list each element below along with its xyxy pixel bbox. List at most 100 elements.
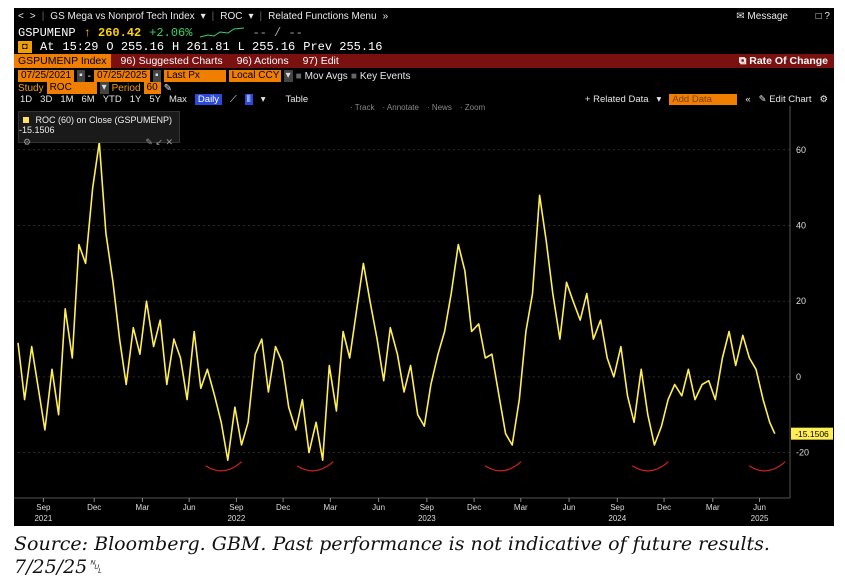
study-select[interactable]: ROC xyxy=(46,82,97,94)
edit-chart-label: Edit Chart xyxy=(769,94,812,105)
checkbox-icon[interactable]: ■ xyxy=(350,70,357,82)
back-arrow-icon[interactable]: < xyxy=(18,11,24,22)
dropdown-icon[interactable]: ▾ xyxy=(99,82,109,94)
period-max[interactable]: Max xyxy=(168,94,187,105)
toolbar-right: + Related Data ▾ Add Data « ✎ Edit Chart… xyxy=(585,94,828,105)
end-date-field[interactable]: 07/25/2025 xyxy=(93,70,151,82)
checkbox-icon[interactable]: ■ xyxy=(295,70,302,82)
related-functions-menu[interactable]: Related Functions Menu xyxy=(268,11,377,22)
x-tick-label: Sep xyxy=(420,503,435,512)
edit-menu[interactable]: 97) Edit xyxy=(302,55,339,67)
y-tick-label: 20 xyxy=(796,296,806,306)
rate-of-change-title[interactable]: ⧉ Rate Of Change xyxy=(738,54,828,67)
dropdown-icon[interactable]: ▾ xyxy=(260,94,266,105)
collapse-icon[interactable]: « xyxy=(745,94,751,105)
y-tick-label: 40 xyxy=(796,221,806,231)
annotate-tool[interactable]: · Annotate xyxy=(382,103,419,112)
dropdown-icon[interactable]: ▾ xyxy=(656,94,662,105)
x-year-label: 2021 xyxy=(34,514,52,523)
annotation-toolbar: · Track · Annotate · News · Zoom xyxy=(350,103,485,112)
legend-swatch xyxy=(23,117,29,123)
x-year-label: 2025 xyxy=(751,514,769,523)
time-value: 15:29 xyxy=(62,40,99,54)
x-tick-label: Jun xyxy=(372,503,385,512)
x-tick-label: Dec xyxy=(467,503,481,512)
chevron-down-icon[interactable]: ▾ xyxy=(248,11,254,22)
forward-arrow-icon[interactable]: > xyxy=(29,11,36,22)
table-tab[interactable]: Table xyxy=(285,94,309,105)
gear-icon[interactable]: ⚙ xyxy=(819,94,828,105)
last-value-badge xyxy=(791,427,833,440)
mov-avgs-toggle[interactable]: Mov Avgs xyxy=(304,70,348,82)
y-tick-label: 60 xyxy=(796,145,806,155)
nav-divider: | xyxy=(41,11,45,22)
study-options-row: Study ROC ▾ Period 60 ✎ xyxy=(14,81,834,95)
x-tick-label: Mar xyxy=(136,503,150,512)
function-toolbar: GSPUMENP Index 96) Suggested Charts 96) … xyxy=(14,54,834,68)
x-year-label: 2024 xyxy=(608,514,626,523)
pencil-icon[interactable]: ✎ xyxy=(163,82,173,94)
period-ytd[interactable]: YTD xyxy=(102,94,122,105)
bloomberg-terminal: < > | GS Mega vs Nonprof Tech Index ▾ | … xyxy=(14,8,834,526)
trough-annotation-arc xyxy=(748,461,786,472)
calendar-icon[interactable]: ▪ xyxy=(153,70,161,82)
x-tick-label: Dec xyxy=(87,503,101,512)
study-selector[interactable]: ROC xyxy=(220,11,243,22)
security-title[interactable]: GS Mega vs Nonprof Tech Index xyxy=(50,11,195,22)
calendar-icon[interactable]: ▪ xyxy=(77,70,85,82)
dropdown-icon[interactable]: ▾ xyxy=(283,70,293,82)
x-tick-label: Mar xyxy=(514,503,528,512)
period-1m[interactable]: 1M xyxy=(60,94,74,105)
period-1d[interactable]: 1D xyxy=(20,94,33,105)
period-1y[interactable]: 1Y xyxy=(129,94,142,105)
edit-chart-button[interactable]: ✎ Edit Chart xyxy=(758,94,812,105)
track-tool[interactable]: · Track xyxy=(350,103,375,112)
roc-line-chart[interactable]: 60 40 20 0 -20 Sep 2021 Dec Mar Jun Sep 2022 Dec Mar J… xyxy=(14,106,834,526)
trough-annotation-arc xyxy=(296,461,334,472)
ticker-line: GSPUMENP ↑ 260.42 +2.06% -- / -- xyxy=(14,26,834,40)
chevron-down-icon[interactable]: ▾ xyxy=(200,11,206,22)
legend-label: ROC (60) on Close (GSPUMENP) -15.1506 xyxy=(19,115,173,135)
x-tick-label: Dec xyxy=(657,503,671,512)
message-button[interactable]: ✉ Message xyxy=(736,11,788,22)
window-controls[interactable]: □ ? xyxy=(815,11,830,22)
period-5y[interactable]: 5Y xyxy=(149,94,161,105)
legend-controls[interactable]: ⚙ ✎ ↙ ✕ xyxy=(23,137,173,147)
last-value-label: -15.1506 xyxy=(795,429,829,439)
currency-select[interactable]: Local CCY xyxy=(228,70,281,82)
period-label: Period xyxy=(111,82,141,94)
bid-ask-placeholder: -- / -- xyxy=(252,26,303,40)
zoom-tool[interactable]: · Zoom xyxy=(459,103,486,112)
key-events-toggle[interactable]: Key Events xyxy=(359,70,411,82)
double-chevron-icon[interactable]: » xyxy=(382,11,389,22)
start-date-field[interactable]: 07/25/2021 xyxy=(18,70,75,82)
line-chart-icon[interactable]: ⟋ xyxy=(230,94,237,105)
nav-divider: | xyxy=(259,11,263,22)
price-type-select[interactable]: Last Px xyxy=(163,70,226,82)
period-3d[interactable]: 3D xyxy=(40,94,53,105)
high-value: H 261.81 xyxy=(172,40,230,54)
period-input[interactable]: 60 xyxy=(143,82,161,94)
rate-of-change-label: Rate Of Change xyxy=(749,54,828,67)
trough-annotation-arc xyxy=(631,461,669,472)
x-tick-label: Dec xyxy=(276,503,290,512)
news-tool[interactable]: · News xyxy=(426,103,452,112)
zoom-label: Zoom xyxy=(464,103,486,112)
prev-value: Prev 255.16 xyxy=(303,40,383,54)
related-data-button[interactable]: + Related Data xyxy=(584,94,649,105)
bar-chart-icon[interactable]: ⫴ xyxy=(244,94,253,105)
x-tick-label: Jun xyxy=(563,503,576,512)
top-nav-bar: < > | GS Mega vs Nonprof Tech Index ▾ | … xyxy=(14,8,834,25)
actions-menu[interactable]: 96) Actions xyxy=(236,55,289,67)
x-year-label: 2022 xyxy=(227,514,245,523)
index-label[interactable]: GSPUMENP Index xyxy=(14,54,111,68)
nav-divider: | xyxy=(211,11,215,22)
frequency-select[interactable]: Daily xyxy=(194,94,223,105)
news-label: News xyxy=(431,103,452,112)
suggested-charts-menu[interactable]: 96) Suggested Charts xyxy=(120,55,223,67)
snapshot-icon[interactable]: ◘ xyxy=(18,41,32,53)
period-6m[interactable]: 6M xyxy=(81,94,95,105)
chart-options-row: 07/25/2021 ▪ - 07/25/2025 ▪ Last Px Loca… xyxy=(14,69,834,83)
add-data-input[interactable]: Add Data xyxy=(669,94,738,105)
x-year-label: 2023 xyxy=(418,514,436,523)
